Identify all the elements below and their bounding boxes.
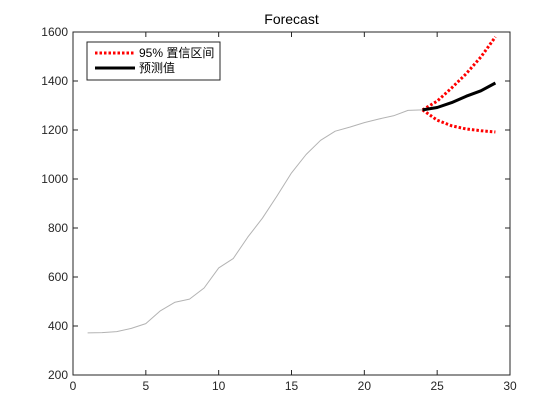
series-forecast bbox=[422, 81, 497, 112]
y-tick-label: 800 bbox=[48, 221, 68, 235]
axis-ticks: 0 5 10 15 20 25 30 200 400 600 800 1000 1200 1400 1600 bbox=[41, 25, 517, 393]
legend-label: 预测值 bbox=[139, 60, 175, 75]
plot-area bbox=[72, 31, 511, 376]
y-tick-label: 400 bbox=[48, 319, 68, 333]
x-tick-label: 30 bbox=[503, 379, 517, 393]
x-tick-label: 5 bbox=[142, 379, 149, 393]
series-layer bbox=[87, 36, 497, 334]
y-tick-label: 600 bbox=[48, 270, 68, 284]
x-tick-label: 0 bbox=[70, 379, 77, 393]
legend-box bbox=[86, 41, 221, 81]
x-tick-label: 15 bbox=[285, 379, 299, 393]
x-tick-label: 10 bbox=[212, 379, 226, 393]
series-history bbox=[87, 109, 423, 334]
series-ci_upper bbox=[421, 36, 497, 112]
series-ci_lower bbox=[421, 108, 496, 134]
y-tick-label: 1400 bbox=[41, 74, 68, 88]
x-tick-label: 20 bbox=[358, 379, 372, 393]
legend-label: 95% 置信区间 bbox=[139, 46, 214, 60]
y-tick-label: 1200 bbox=[41, 123, 68, 137]
y-tick-label: 200 bbox=[48, 368, 68, 382]
chart-title: Forecast bbox=[264, 11, 319, 27]
x-tick-label: 25 bbox=[430, 379, 444, 393]
y-tick-label: 1600 bbox=[41, 25, 68, 39]
y-tick-label: 1000 bbox=[41, 172, 68, 186]
